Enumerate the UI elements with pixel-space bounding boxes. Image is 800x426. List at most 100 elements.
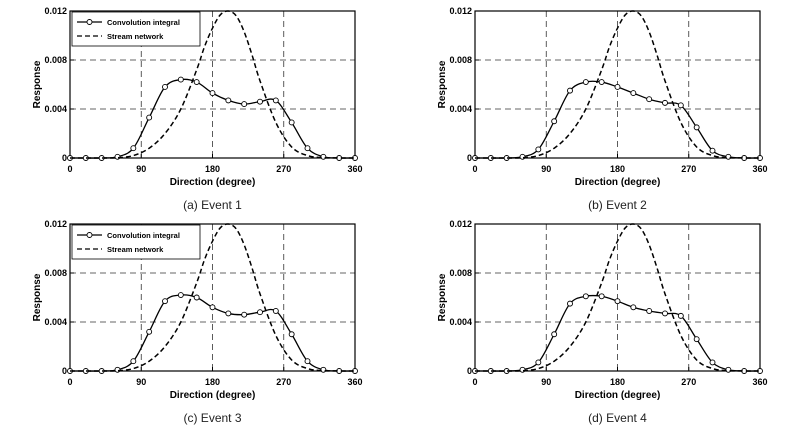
data-point-marker — [598, 79, 605, 86]
x-tick-label: 360 — [347, 164, 362, 174]
y-tick-label: 0.008 — [44, 55, 67, 65]
data-point-marker — [241, 101, 248, 108]
legend: Convolution integral Stream network — [71, 224, 201, 260]
data-point-marker — [519, 366, 526, 373]
x-tick-label: 90 — [136, 377, 146, 387]
data-point-marker — [535, 146, 542, 153]
data-point-marker — [193, 79, 200, 86]
data-point-marker — [582, 79, 589, 86]
y-tick-label: 0.004 — [449, 317, 472, 327]
data-point-marker — [582, 293, 589, 300]
x-tick-label: 0 — [472, 377, 477, 387]
chart-panel-3: 0 90 180 270 360 0 0.004 0.008 0.012 Direction (d… — [32, 219, 363, 425]
y-tick-label: 0.008 — [449, 268, 472, 278]
legend-label: Stream network — [107, 32, 164, 41]
data-point-marker — [662, 310, 668, 317]
data-point-marker — [567, 87, 573, 94]
x-axis-label: Direction (degree) — [170, 177, 256, 188]
y-tick-label: 0.008 — [449, 55, 472, 65]
data-point-marker — [614, 83, 621, 90]
data-point-marker — [225, 310, 232, 317]
y-tick-label: 0 — [467, 153, 472, 163]
x-axis-label: Direction (degree) — [575, 390, 661, 401]
x-tick-label: 0 — [67, 377, 72, 387]
y-tick-label: 0 — [62, 366, 67, 376]
y-axis-label: Response — [437, 273, 448, 321]
data-point-marker — [241, 311, 248, 318]
data-point-marker — [646, 308, 653, 314]
y-tick-label: 0 — [467, 366, 472, 376]
data-point-marker — [320, 153, 327, 160]
data-point-marker — [288, 119, 295, 126]
panel-caption: (d) Event 4 — [588, 411, 647, 425]
x-tick-label: 270 — [276, 377, 291, 387]
data-point-marker — [709, 359, 716, 366]
y-axis-label: Response — [437, 60, 448, 108]
panel-caption: (c) Event 3 — [183, 411, 241, 425]
legend-swatch-marker — [86, 19, 93, 25]
panel-caption: (b) Event 2 — [588, 198, 647, 212]
series-line-stream-network — [474, 223, 761, 372]
data-point-marker — [598, 293, 605, 300]
x-tick-label: 270 — [681, 164, 696, 174]
x-tick-label: 360 — [347, 377, 362, 387]
data-point-marker — [146, 328, 153, 335]
legend-box — [71, 224, 201, 260]
data-point-marker — [288, 331, 295, 338]
x-tick-label: 360 — [752, 164, 767, 174]
data-point-marker — [693, 336, 700, 343]
data-point-marker — [177, 76, 184, 83]
x-tick-label: 180 — [610, 377, 625, 387]
x-tick-label: 90 — [541, 164, 551, 174]
data-point-marker — [130, 145, 137, 152]
chart-panel-4: 0 90 180 270 360 0 0.004 0.008 0.012 Direction (d… — [437, 219, 768, 425]
data-point-marker — [320, 366, 327, 373]
x-tick-label: 180 — [205, 377, 220, 387]
data-point-marker — [114, 366, 121, 373]
data-point-marker — [146, 114, 153, 121]
data-point-marker — [272, 308, 279, 314]
data-point-marker — [630, 90, 637, 97]
data-point-marker — [709, 147, 716, 154]
data-point-marker — [662, 99, 668, 106]
data-point-marker — [646, 96, 653, 103]
data-point-marker — [725, 153, 732, 160]
data-point-marker — [162, 298, 168, 305]
data-point-marker — [209, 304, 216, 311]
x-tick-label: 180 — [205, 164, 220, 174]
y-tick-label: 0 — [62, 153, 67, 163]
y-tick-label: 0.012 — [449, 219, 472, 229]
x-tick-label: 270 — [276, 164, 291, 174]
y-tick-label: 0.012 — [44, 219, 67, 229]
y-tick-label: 0.012 — [449, 6, 472, 16]
series-line-stream-network — [69, 223, 356, 372]
x-tick-label: 0 — [67, 164, 72, 174]
data-point-marker — [677, 102, 684, 109]
legend-label: Stream network — [107, 245, 164, 254]
data-point-marker — [257, 98, 263, 105]
data-point-marker — [725, 366, 732, 373]
data-point-marker — [304, 358, 311, 365]
y-tick-label: 0.004 — [44, 104, 67, 114]
data-point-marker — [630, 304, 637, 311]
data-point-marker — [177, 292, 184, 298]
legend-label: Convolution integral — [107, 18, 180, 27]
data-point-marker — [193, 294, 200, 301]
legend-swatch-marker — [86, 232, 93, 238]
legend: Convolution integral Stream network — [71, 11, 201, 47]
data-point-marker — [304, 145, 311, 152]
x-tick-label: 90 — [541, 377, 551, 387]
panel-caption: (a) Event 1 — [183, 198, 242, 212]
data-point-marker — [162, 83, 168, 90]
y-tick-label: 0.004 — [449, 104, 472, 114]
data-point-marker — [257, 309, 263, 316]
series-line-stream-network — [69, 10, 356, 159]
data-point-marker — [551, 118, 558, 125]
series-line-stream-network — [474, 10, 761, 159]
data-point-marker — [272, 97, 279, 104]
y-axis-label: Response — [32, 273, 43, 321]
y-tick-label: 0.012 — [44, 6, 67, 16]
data-point-marker — [567, 300, 573, 307]
data-point-marker — [551, 331, 558, 338]
